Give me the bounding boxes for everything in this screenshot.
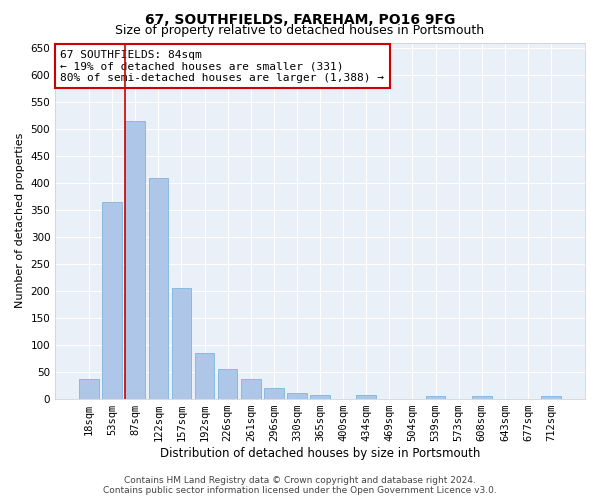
Text: Contains HM Land Registry data © Crown copyright and database right 2024.
Contai: Contains HM Land Registry data © Crown c… [103,476,497,495]
Bar [79,379,99,399]
Bar [125,121,145,399]
Bar [218,370,238,399]
Text: 67, SOUTHFIELDS, FAREHAM, PO16 9FG: 67, SOUTHFIELDS, FAREHAM, PO16 9FG [145,12,455,26]
Bar [241,379,260,399]
Bar [149,178,168,399]
Bar [287,392,307,399]
Bar [472,396,491,399]
Bar [310,395,330,399]
Bar [103,202,122,399]
Bar [356,395,376,399]
Bar [172,288,191,399]
Y-axis label: Number of detached properties: Number of detached properties [15,133,25,308]
Bar [195,353,214,399]
Text: Size of property relative to detached houses in Portsmouth: Size of property relative to detached ho… [115,24,485,37]
Bar [541,396,561,399]
X-axis label: Distribution of detached houses by size in Portsmouth: Distribution of detached houses by size … [160,447,480,460]
Bar [426,396,445,399]
Bar [264,388,284,399]
Text: 67 SOUTHFIELDS: 84sqm
← 19% of detached houses are smaller (331)
80% of semi-det: 67 SOUTHFIELDS: 84sqm ← 19% of detached … [61,50,385,83]
